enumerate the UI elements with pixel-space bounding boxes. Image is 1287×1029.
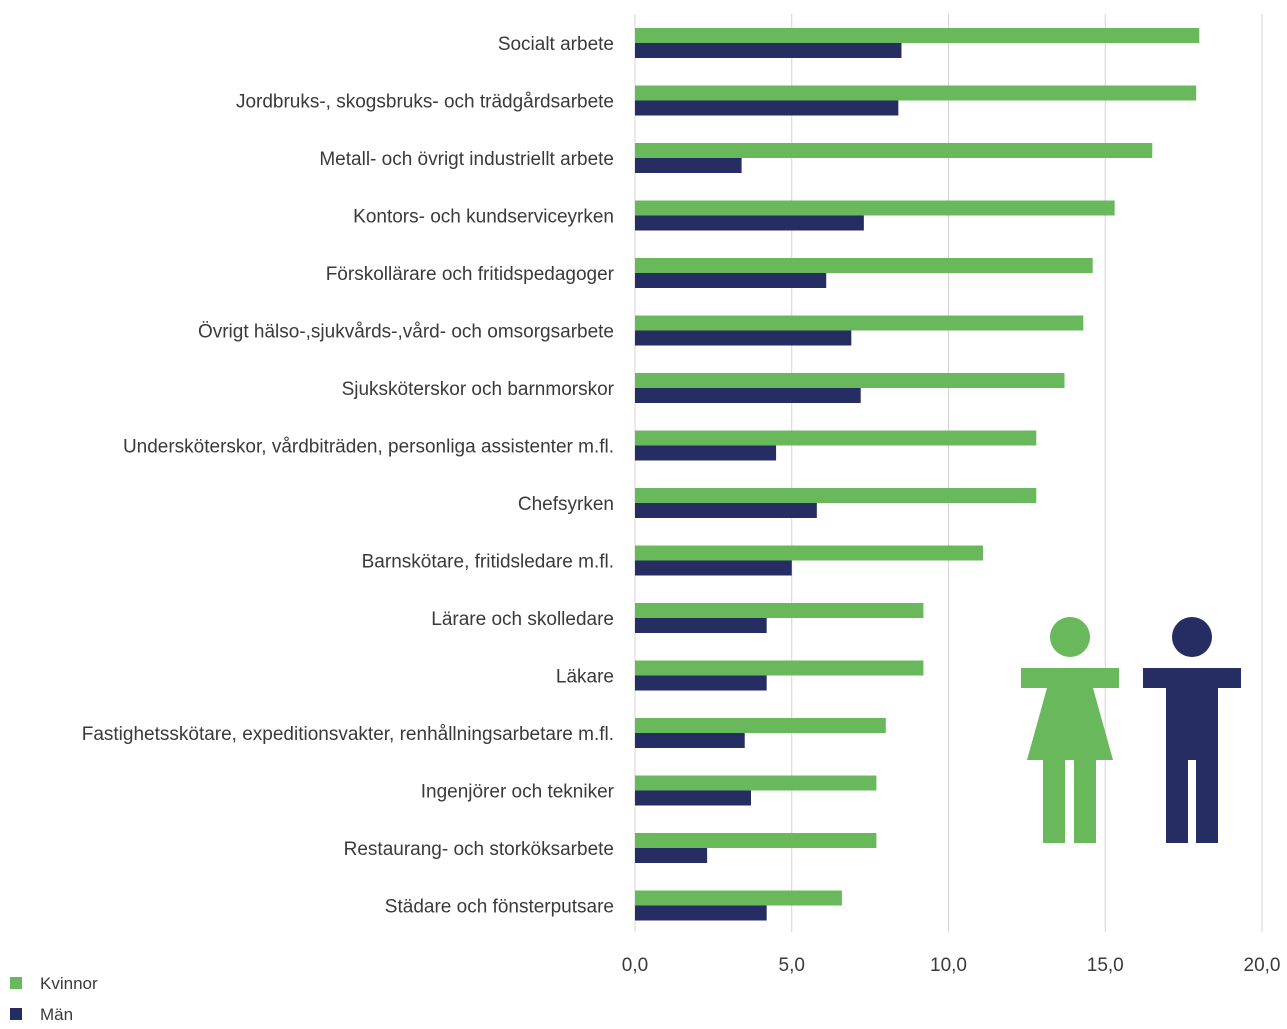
bar-man	[635, 158, 742, 173]
bar-man	[635, 445, 777, 461]
category-label: Övrigt hälso-,sjukvårds-,vård- och omsor…	[198, 322, 614, 343]
category-label: Socialt arbete	[498, 34, 614, 55]
category-label: Förskollärare och fritidspedagoger	[326, 264, 615, 285]
legend-swatch	[10, 977, 22, 989]
category-label: Lärare och skolledare	[431, 609, 614, 630]
woman-icon	[1021, 617, 1119, 843]
category-label: Metall- och övrigt industriellt arbete	[319, 149, 614, 170]
bar-kvinnor	[635, 143, 1153, 158]
bar-kvinnor	[635, 603, 924, 618]
legend-label: Kvinnor	[40, 974, 98, 993]
category-label: Fastighetsskötare, expeditionsvakter, re…	[82, 724, 614, 745]
bar-kvinnor	[635, 430, 1037, 446]
category-label: Restaurang- och storköksarbete	[344, 839, 614, 860]
bar-man	[635, 848, 708, 863]
bar-man	[635, 733, 745, 748]
legend-swatch	[10, 1008, 22, 1020]
legend-label: Män	[40, 1005, 73, 1024]
category-label: Städare och fönsterputsare	[385, 897, 614, 918]
man-icon	[1143, 617, 1241, 843]
category-label: Läkare	[556, 667, 614, 688]
bar-man	[635, 905, 767, 921]
bar-man	[635, 503, 817, 518]
x-tick-label: 15,0	[1087, 955, 1124, 976]
x-tick-label: 0,0	[622, 955, 648, 976]
x-tick-label: 10,0	[930, 955, 967, 976]
bar-man	[635, 560, 792, 576]
bar-man	[635, 790, 751, 806]
category-label: Jordbruks-, skogsbruks- och trädgårdsarb…	[236, 92, 614, 113]
bar-kvinnor	[635, 833, 877, 848]
bar-man	[635, 388, 861, 403]
category-label: Chefsyrken	[518, 494, 614, 515]
category-label: Ingenjörer och tekniker	[421, 782, 615, 803]
category-label: Sjuksköterskor och barnmorskor	[342, 379, 615, 400]
bar-man	[635, 675, 767, 691]
category-label: Undersköterskor, vårdbiträden, personlig…	[123, 437, 614, 458]
bar-man	[635, 618, 767, 633]
bar-kvinnor	[635, 258, 1093, 273]
bar-kvinnor	[635, 890, 842, 906]
category-label: Barnskötare, fritidsledare m.fl.	[362, 552, 614, 573]
x-tick-label: 5,0	[779, 955, 805, 976]
bar-man	[635, 273, 827, 288]
bar-man	[635, 100, 899, 116]
bar-kvinnor	[635, 200, 1115, 216]
bar-kvinnor	[635, 28, 1200, 43]
bar-kvinnor	[635, 488, 1037, 503]
bar-kvinnor	[635, 660, 924, 676]
bar-kvinnor	[635, 373, 1065, 388]
bar-kvinnor	[635, 545, 983, 561]
bar-man	[635, 215, 864, 231]
bar-man	[635, 330, 852, 346]
bar-kvinnor	[635, 315, 1084, 331]
category-label: Kontors- och kundserviceyrken	[353, 207, 614, 228]
bar-kvinnor	[635, 718, 886, 733]
bar-man	[635, 43, 902, 58]
x-tick-label: 20,0	[1244, 955, 1281, 976]
bar-kvinnor	[635, 775, 877, 791]
bar-kvinnor	[635, 85, 1197, 101]
